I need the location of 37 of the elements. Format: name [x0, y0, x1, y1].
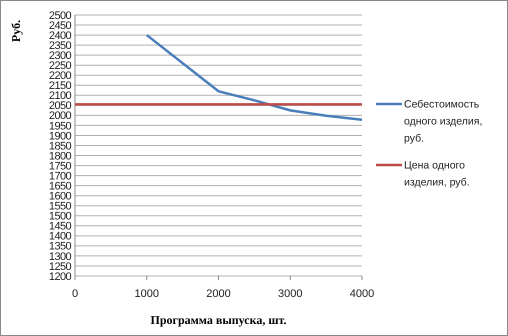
- x-tick-label: 1000: [134, 288, 159, 300]
- x-tick-label: 3000: [278, 288, 302, 300]
- legend-label: Цена одного изделия, руб.: [404, 160, 470, 189]
- y-tick-label: 1700: [48, 170, 72, 182]
- y-tick-label: 1550: [48, 200, 72, 213]
- y-tick-label: 2200: [48, 70, 72, 82]
- y-tick-label: 2250: [48, 60, 72, 72]
- x-axis-title: Программа выпуска, шт.: [150, 313, 286, 327]
- y-tick-label: 2400: [48, 30, 72, 42]
- legend-label: Себестоимость одного изделия, руб.: [404, 98, 482, 145]
- x-tick-label: 2000: [206, 288, 231, 300]
- y-tick-label: 1450: [48, 220, 72, 233]
- y-tick-label: 2150: [48, 80, 72, 92]
- y-tick-label: 1300: [48, 250, 72, 263]
- y-tick-label: 1250: [48, 260, 72, 273]
- x-tick-label: 0: [72, 288, 78, 300]
- y-axis-title: Руб.: [9, 20, 23, 42]
- x-tick-label: 4000: [350, 288, 374, 300]
- y-tick-label: 1350: [48, 240, 72, 253]
- y-tick-label: 1850: [48, 140, 72, 152]
- y-tick-label: 1650: [48, 180, 72, 193]
- y-tick-label: 2450: [48, 20, 72, 32]
- y-tick-label: 1600: [48, 190, 72, 203]
- y-tick-label: 2050: [48, 100, 72, 112]
- y-tick-label: 1200: [48, 270, 72, 283]
- y-tick-label: 2500: [48, 10, 72, 22]
- y-tick-label: 2100: [48, 90, 72, 102]
- y-tick-label: 1750: [48, 160, 72, 172]
- y-tick-label: 1900: [48, 130, 72, 142]
- y-tick-label: 2300: [48, 50, 72, 62]
- y-tick-label: 1500: [48, 210, 72, 223]
- line-series: [146, 34, 364, 122]
- y-tick-label: 2350: [48, 40, 72, 52]
- y-tick-label: 1800: [48, 150, 72, 162]
- y-tick-label: 2000: [48, 110, 72, 122]
- y-tick-label: 1950: [48, 120, 72, 132]
- y-tick-label: 1400: [48, 230, 72, 243]
